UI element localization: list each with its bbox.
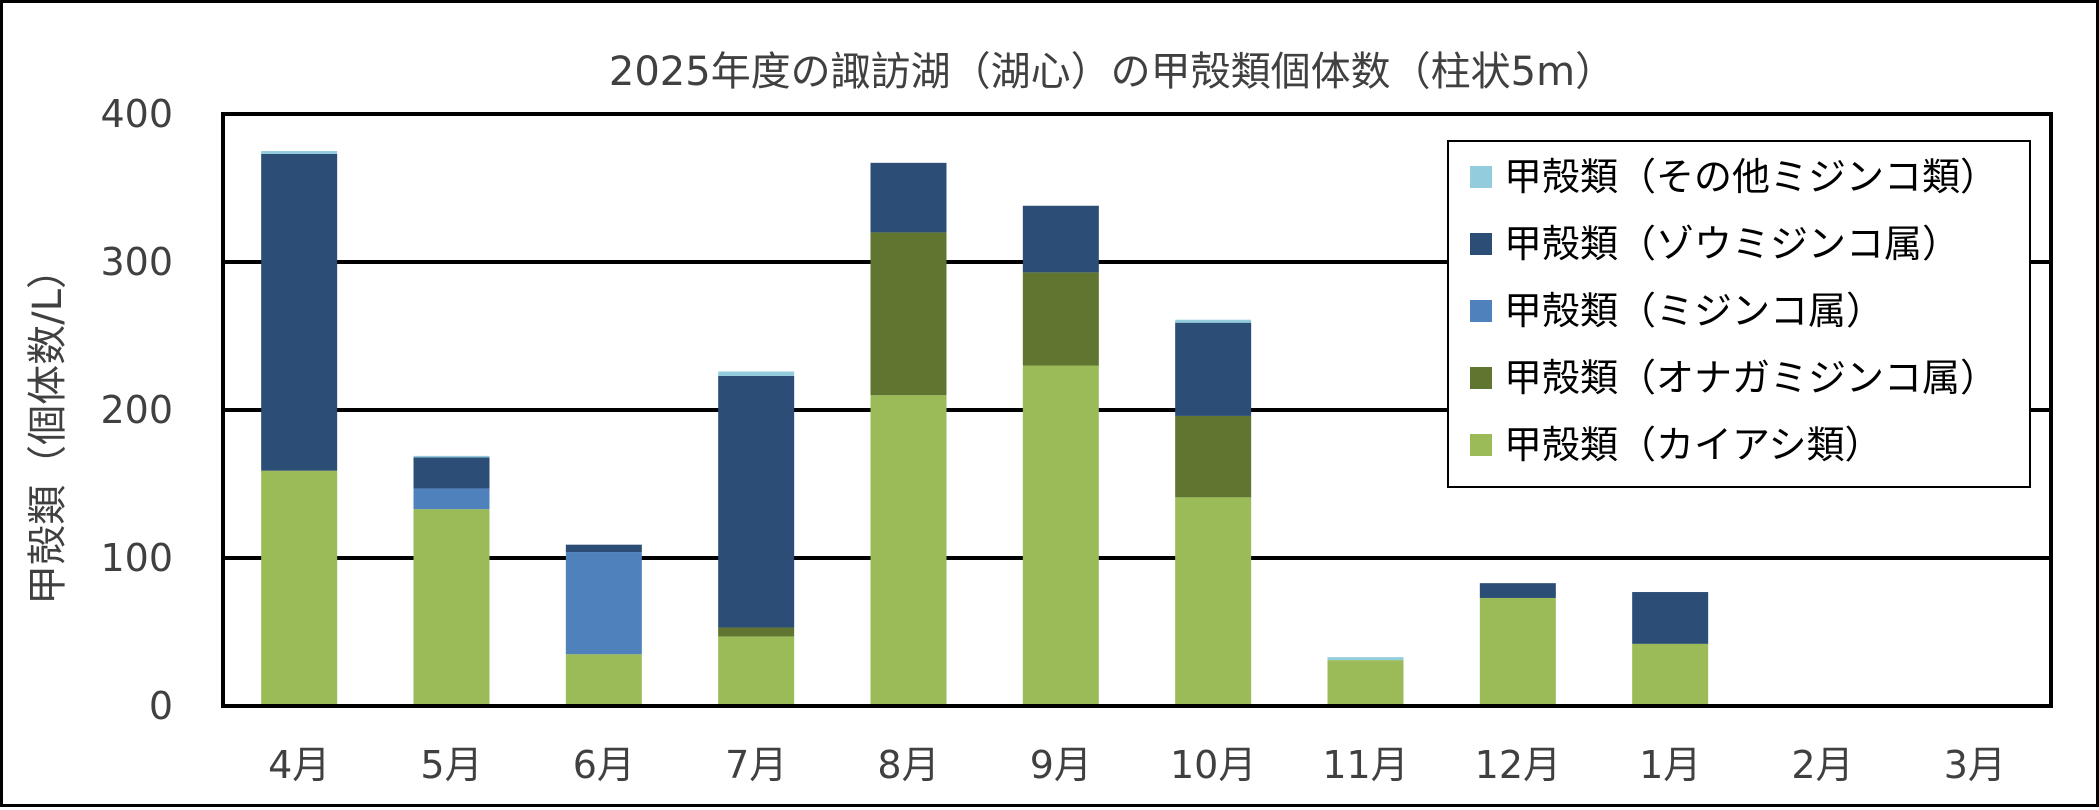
bar-segment	[718, 627, 795, 637]
bar-segment	[1022, 205, 1099, 273]
y-tick-label: 400	[100, 92, 173, 136]
x-tick-label: 12月	[1475, 743, 1561, 787]
legend-swatch	[1470, 300, 1492, 322]
bar-segment	[1632, 592, 1709, 644]
legend-swatch	[1470, 367, 1492, 389]
bar-segment	[1175, 319, 1252, 323]
bar-segment	[1327, 657, 1404, 661]
x-tick-label: 3月	[1944, 743, 2006, 787]
x-tick-label: 2月	[1791, 743, 1853, 787]
bar-segment	[870, 395, 947, 706]
legend-label: 甲殻類（ミジンコ属）	[1504, 289, 1884, 333]
chart-title: 2025年度の諏訪湖（湖心）の甲殻類個体数（柱状5m）	[609, 49, 1615, 95]
bar-segment	[413, 488, 490, 510]
x-tick-label: 6月	[573, 743, 635, 787]
bar-segment	[1175, 322, 1252, 416]
bar-segment	[718, 375, 795, 628]
legend-label: 甲殻類（カイアシ類）	[1504, 423, 1882, 467]
legend-swatch	[1470, 233, 1492, 255]
bar-segment	[1632, 643, 1709, 706]
bar-segment	[1479, 583, 1556, 598]
bar-segment	[565, 552, 642, 655]
x-tick-label: 9月	[1030, 743, 1092, 787]
legend-box	[1447, 140, 2031, 488]
legend-label: 甲殻類（オナガミジンコ属）	[1504, 356, 1998, 400]
x-tick-label: 10月	[1170, 743, 1256, 787]
bar-segment	[413, 455, 490, 458]
bar-segment	[261, 151, 338, 154]
plot-area-border	[221, 112, 2053, 708]
legend-label: 甲殻類（ゾウミジンコ属）	[1504, 222, 1960, 266]
bar-segment	[870, 232, 947, 396]
bar-segment	[413, 509, 490, 706]
y-tick-label: 0	[149, 684, 173, 728]
y-tick-label: 200	[100, 388, 173, 432]
y-tick-label: 100	[100, 536, 173, 580]
bar-segment	[718, 371, 795, 376]
bar-segment	[1022, 272, 1099, 366]
x-tick-label: 1月	[1639, 743, 1701, 787]
legend-swatch	[1470, 434, 1492, 456]
x-tick-label: 11月	[1322, 743, 1408, 787]
y-tick-label: 300	[100, 240, 173, 284]
bar-segment	[1175, 415, 1252, 498]
x-tick-label: 8月	[877, 743, 939, 787]
x-axis-ticks: 4月 5月 6月 7月 8月 9月 10月 11月 12月 1月 2月 3月	[268, 743, 2006, 787]
bar-segment	[1175, 497, 1252, 706]
stacked-bar-chart: 2025年度の諏訪湖（湖心）の甲殻類個体数（柱状5m） 甲殻類（個体数/L） 0…	[25, 49, 2053, 787]
x-tick-label: 4月	[268, 743, 330, 787]
bar-segment	[413, 457, 490, 489]
bar-segment	[1327, 660, 1404, 706]
legend-swatch	[1470, 166, 1492, 188]
y-axis-label: 甲殻類（個体数/L）	[25, 249, 71, 605]
bars	[261, 151, 1709, 706]
bar-segment	[565, 654, 642, 706]
bar-segment	[1479, 597, 1556, 706]
bar-segment	[261, 153, 338, 471]
bar-segment	[565, 544, 642, 553]
x-tick-label: 5月	[420, 743, 482, 787]
legend-label: 甲殻類（その他ミジンコ類）	[1504, 155, 1998, 199]
bar-segment	[870, 162, 947, 233]
bar-segment	[1022, 365, 1099, 706]
legend: 甲殻類（その他ミジンコ類） 甲殻類（ゾウミジンコ属） 甲殻類（ミジンコ属） 甲殻類（オ…	[1447, 140, 2031, 488]
bar-segment	[718, 636, 795, 706]
y-axis-ticks: 0 100 200 300 400	[100, 92, 173, 728]
x-tick-label: 7月	[725, 743, 787, 787]
bar-segment	[261, 470, 338, 706]
